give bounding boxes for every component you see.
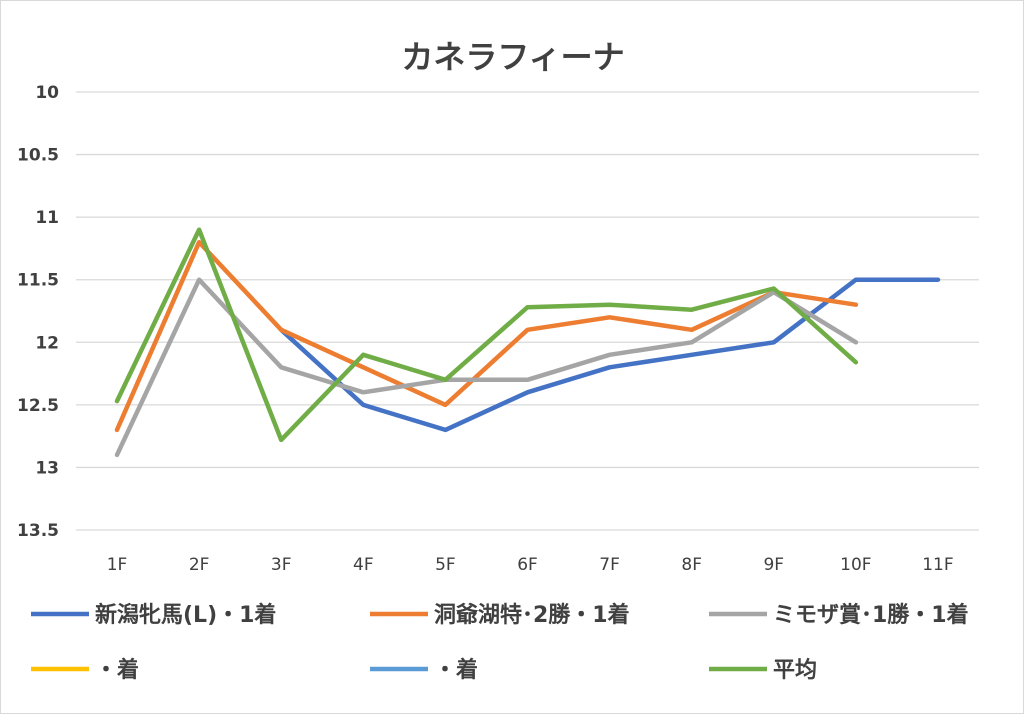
y-tick-label: 12 <box>35 333 59 353</box>
x-tick-label: 9F <box>763 555 784 575</box>
legend: 新潟牝馬(L)・1着 洞爺湖特･2勝・1着 ミモザ賞･1勝・1着・着 ・着 平均 <box>31 602 969 683</box>
y-tick-label: 12.5 <box>17 396 59 416</box>
x-tick-label: 7F <box>599 555 620 575</box>
legend-label: 洞爺湖特･2勝・1着 <box>434 602 630 628</box>
x-tick-label: 5F <box>435 555 456 575</box>
series-lines <box>114 227 941 458</box>
y-tick-label: 11.5 <box>17 271 59 291</box>
legend-label: 平均 <box>773 657 817 683</box>
x-tick-label: 8F <box>681 555 702 575</box>
series-line-5 <box>114 227 859 443</box>
legend-label: ・着 <box>434 657 478 683</box>
series-line-2 <box>114 277 859 458</box>
y-tick-label: 10.5 <box>17 146 59 166</box>
y-axis-ticks: 10 10.5 11 11.5 12 12.5 13 13.5 <box>17 83 59 541</box>
x-tick-label: 11F <box>922 555 953 575</box>
x-tick-label: 2F <box>189 555 210 575</box>
y-tick-label: 11 <box>35 208 59 228</box>
y-tick-label: 13.5 <box>17 521 59 541</box>
y-tick-label: 10 <box>35 83 59 103</box>
chart-title: カネラフィーナ <box>401 38 624 76</box>
x-tick-label: 1F <box>107 555 128 575</box>
x-tick-label: 10F <box>840 555 871 575</box>
x-tick-label: 3F <box>271 555 292 575</box>
x-tick-label: 6F <box>517 555 538 575</box>
legend-label: ミモザ賞･1勝・1着 <box>773 602 969 628</box>
x-tick-label: 4F <box>353 555 374 575</box>
y-tick-label: 13 <box>35 458 59 478</box>
x-axis-ticks: 1F 2F 3F 4F 5F 6F 7F 8F 9F 10F 11F <box>107 555 954 575</box>
legend-label: ・着 <box>95 657 139 683</box>
gridlines <box>76 91 979 531</box>
legend-label: 新潟牝馬(L)・1着 <box>95 602 276 628</box>
series-line-1 <box>114 239 859 433</box>
